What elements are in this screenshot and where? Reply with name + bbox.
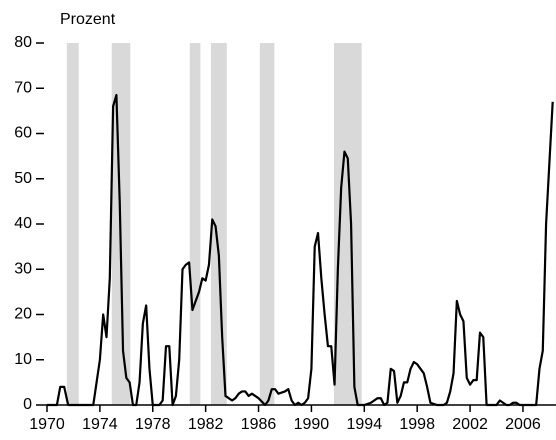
x-tick-label: 1990	[294, 416, 330, 433]
y-tick-label: 60	[14, 125, 32, 142]
x-tick-label: 1978	[135, 416, 171, 433]
data-line	[47, 93, 554, 407]
y-tick-label: 80	[14, 34, 32, 51]
y-axis-label: Prozent	[60, 11, 116, 28]
y-tick-label: 10	[14, 351, 32, 368]
x-tick-label: 1974	[82, 416, 118, 433]
y-tick-label: 50	[14, 170, 32, 187]
x-tick-label: 1998	[399, 416, 435, 433]
recession-band	[210, 43, 227, 405]
x-tick-label: 1982	[188, 416, 224, 433]
y-tick-label: 30	[14, 260, 32, 277]
x-tick-label: 2002	[452, 416, 488, 433]
y-tick-label: 0	[23, 396, 32, 413]
x-tick-label: 1986	[241, 416, 277, 433]
x-tick-label: 2006	[505, 416, 541, 433]
recession-band	[259, 43, 275, 405]
recession-band	[66, 43, 79, 405]
x-tick-label: 1970	[29, 416, 65, 433]
x-tick-label: 1994	[347, 416, 383, 433]
recession-band	[333, 43, 362, 405]
y-tick-label: 20	[14, 306, 32, 323]
y-tick-label: 40	[14, 215, 32, 232]
y-tick-label: 70	[14, 79, 32, 96]
recession-band	[189, 43, 201, 405]
